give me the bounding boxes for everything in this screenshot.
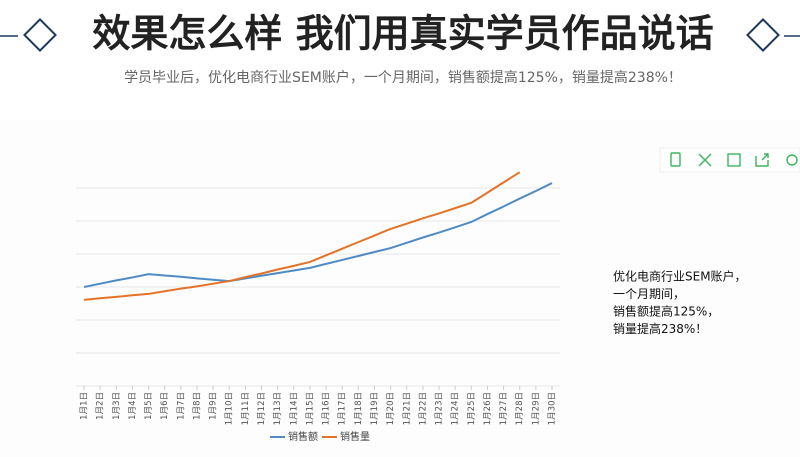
tool-zoom[interactable] — [698, 153, 712, 167]
tool-settings[interactable] — [786, 154, 798, 166]
x-tick-label: 1月7日 — [176, 392, 186, 420]
x-tick-label: 1月17日 — [338, 392, 348, 425]
tool-save[interactable] — [727, 153, 741, 167]
x-tick-label: 1月20日 — [386, 392, 396, 425]
deco-diamond — [746, 18, 780, 52]
annotation: 优化电商行业SEM账户， — [613, 269, 747, 284]
x-tick-label: 1月30日 — [548, 392, 558, 425]
x-tick-label: 1月9日 — [209, 392, 219, 420]
x-tick-label: 1月21日 — [402, 392, 412, 425]
x-tick-label: 1月3日 — [112, 392, 122, 420]
annotation: 销量提高238%！ — [613, 321, 707, 336]
x-tick-label: 1月6日 — [160, 392, 170, 420]
x-tick-label: 1月18日 — [354, 392, 364, 425]
x-tick-label: 1月11日 — [241, 392, 251, 425]
tool-share[interactable] — [755, 153, 769, 167]
annotation: 销售额提高125%， — [613, 304, 719, 319]
x-tick-label: 1月12日 — [257, 392, 267, 425]
x-tick-label: 1月29日 — [531, 392, 541, 425]
x-tick-label: 1月28日 — [515, 392, 525, 425]
x-tick-label: 1月4日 — [128, 392, 138, 420]
page-title: 效果怎么样 我们用真实学员作品说话 — [92, 12, 713, 56]
tool-data-view[interactable] — [670, 152, 681, 167]
series-line — [83, 171, 521, 301]
toolbar — [659, 147, 800, 173]
series-line — [83, 182, 553, 288]
x-tick-label: 1月26日 — [483, 392, 493, 425]
x-tick-label: 1月8日 — [192, 392, 202, 420]
page-subtitle: 学员毕业后，优化电商行业SEM账户，一个月期间，销售额提高125%，销量提高23… — [124, 69, 682, 86]
x-tick-label: 1月22日 — [418, 392, 428, 425]
x-tick-label: 1月19日 — [370, 392, 380, 425]
x-tick-label: 1月1日 — [80, 392, 90, 420]
x-tick-label: 1月24日 — [451, 392, 461, 425]
x-tick-label: 1月16日 — [322, 392, 332, 425]
chart-panel — [0, 120, 800, 457]
x-tick-label: 1月10日 — [225, 392, 235, 425]
x-tick-label: 1月14日 — [289, 392, 299, 425]
deco-diamond — [23, 18, 57, 52]
x-tick-label: 1月27日 — [499, 392, 509, 425]
x-tick-label: 1月5日 — [144, 392, 154, 420]
toolbar-bg — [659, 147, 800, 173]
legend-label: 销售量 — [340, 430, 370, 443]
legend-label: 销售额 — [288, 430, 318, 443]
x-tick-label: 1月23日 — [435, 392, 445, 425]
x-tick-label: 1月13日 — [273, 392, 283, 425]
x-tick-label: 1月25日 — [467, 392, 477, 425]
x-tick-label: 1月15日 — [305, 392, 315, 425]
x-tick-label: 1月2日 — [96, 392, 106, 420]
annotation: 一个月期间， — [613, 287, 685, 301]
